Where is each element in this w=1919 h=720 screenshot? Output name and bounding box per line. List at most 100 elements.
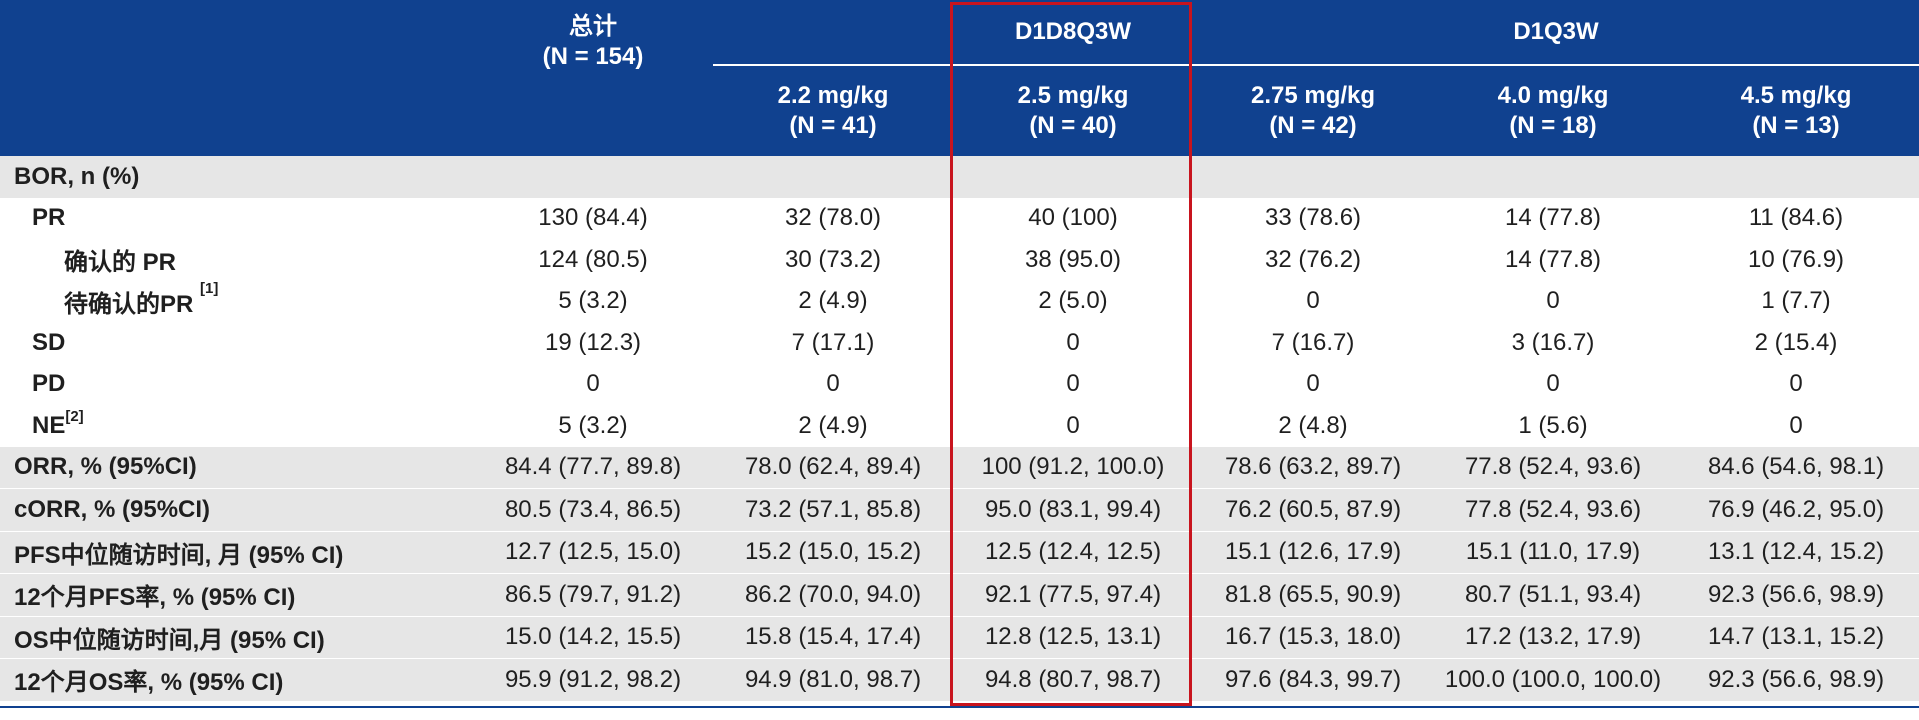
row-label: 12个月OS率, % (95% CI) [0, 658, 473, 701]
cell-dose-5: 11 (84.6) [1748, 204, 1844, 232]
cell-dose-2 [953, 156, 1193, 198]
table-row-bor: BOR, n (%) [0, 156, 1919, 198]
cell-total: 124 (80.5) [538, 245, 648, 273]
cell-dose-3: 81.8 (65.5, 90.9) [1193, 573, 1433, 617]
cell-dose-5: 84.6 (54.6, 98.1) [1673, 446, 1919, 489]
footnote-ref: [2] [65, 407, 84, 425]
cell-total: 130 (84.4) [538, 204, 648, 232]
cell-dose-5: 76.9 (46.2, 95.0) [1673, 488, 1919, 532]
cell-dose-2: 12.5 (12.4, 12.5) [953, 531, 1193, 574]
n-label: (N = 13) [1752, 112, 1840, 139]
cell-dose-5: 92.3 (56.6, 98.9) [1673, 658, 1919, 701]
row-label: OS中位随访时间,月 (95% CI) [0, 616, 473, 659]
cell-total [473, 156, 713, 198]
cell-dose-3: 76.2 (60.5, 87.9) [1193, 488, 1433, 532]
table-row-os-followup: OS中位随访时间,月 (95% CI) 15.0 (14.2, 15.5) 15… [0, 616, 1919, 659]
row-label: cORR, % (95%CI) [0, 488, 473, 532]
row-label: NE [32, 411, 66, 439]
table-row-ne: NE[2] 5 (3.2) 2 (4.9) 0 2 (4.8) 1 (5.6) … [0, 405, 1919, 447]
cell-total: 84.4 (77.7, 89.8) [473, 446, 713, 489]
row-label: PFS中位随访时间, 月 (95% CI) [0, 531, 473, 574]
header-spacer [713, 0, 953, 66]
cell-dose-2: 0 [1066, 411, 1080, 439]
table-header: 总计 (N = 154) D1D8Q3W D1Q3W 2.2 mg/kg (N … [0, 0, 1919, 156]
header-total-n: (N = 154) [542, 43, 644, 70]
cell-dose-4: 17.2 (13.2, 17.9) [1433, 616, 1673, 659]
header-col-dose-1: 2.2 mg/kg (N = 41) [713, 65, 953, 156]
n-label: (N = 18) [1509, 112, 1597, 139]
table-body: BOR, n (%) PR 130 (84.4) 32 (78.0) 40 (1… [0, 156, 1919, 701]
row-label: BOR, n (%) [0, 156, 473, 198]
cell-dose-2: 38 (95.0) [1024, 245, 1122, 273]
cell-dose-2: 0 [1066, 370, 1080, 398]
cell-total: 86.5 (79.7, 91.2) [473, 573, 713, 617]
cell-dose-1: 15.2 (15.0, 15.2) [713, 531, 953, 574]
cell-dose-4: 0 [1546, 370, 1560, 398]
cell-dose-5: 10 (76.9) [1747, 245, 1845, 273]
cell-dose-5: 0 [1789, 411, 1803, 439]
cell-total: 15.0 (14.2, 15.5) [473, 616, 713, 659]
cell-total: 80.5 (73.4, 86.5) [473, 488, 713, 532]
cell-dose-4: 15.1 (11.0, 17.9) [1433, 531, 1673, 574]
cell-dose-4: 14 (77.8) [1504, 204, 1602, 232]
efficacy-table: 总计 (N = 154) D1D8Q3W D1Q3W 2.2 mg/kg (N … [0, 0, 1919, 701]
cell-dose-1: 94.9 (81.0, 98.7) [713, 658, 953, 701]
cell-dose-3: 32 (76.2) [1264, 245, 1362, 273]
header-total-label: 总计 [569, 13, 617, 40]
cell-dose-3: 33 (78.6) [1264, 204, 1362, 232]
cell-dose-1: 73.2 (57.1, 85.8) [713, 488, 953, 532]
cell-dose-2: 95.0 (83.1, 99.4) [953, 488, 1193, 532]
header-corner [0, 0, 473, 156]
header-col-dose-3: 2.75 mg/kg (N = 42) [1193, 65, 1433, 156]
cell-dose-2: 40 (100) [1028, 204, 1118, 232]
cell-dose-4: 100.0 (100.0, 100.0) [1433, 658, 1673, 701]
dose-label: 2.5 mg/kg [1017, 82, 1129, 109]
cell-dose-5: 2 (15.4) [1754, 328, 1838, 356]
cell-dose-4: 77.8 (52.4, 93.6) [1433, 488, 1673, 532]
table-row-pr: PR 130 (84.4) 32 (78.0) 40 (100) 33 (78.… [0, 198, 1919, 240]
table-row-pfs-12m: 12个月PFS率, % (95% CI) 86.5 (79.7, 91.2) 8… [0, 573, 1919, 617]
table-bottom-rule [0, 706, 1919, 708]
cell-dose-3: 15.1 (12.6, 17.9) [1193, 531, 1433, 574]
cell-dose-4 [1433, 156, 1673, 198]
cell-dose-3: 0 [1306, 370, 1320, 398]
cell-dose-2: 92.1 (77.5, 97.4) [953, 573, 1193, 617]
footnote-ref: [1] [200, 279, 219, 297]
dose-label: 4.5 mg/kg [1740, 82, 1852, 109]
row-label: 12个月PFS率, % (95% CI) [0, 573, 473, 617]
cell-dose-1: 78.0 (62.4, 89.4) [713, 446, 953, 489]
dose-label: 4.0 mg/kg [1497, 82, 1609, 109]
cell-dose-1 [713, 156, 953, 198]
cell-dose-3: 2 (4.8) [1278, 411, 1348, 439]
cell-dose-4: 1 (5.6) [1518, 411, 1588, 439]
cell-dose-5: 13.1 (12.4, 15.2) [1673, 531, 1919, 574]
cell-dose-5: 92.3 (56.6, 98.9) [1673, 573, 1919, 617]
cell-dose-1: 15.8 (15.4, 17.4) [713, 616, 953, 659]
header-group-d1d8q3w: D1D8Q3W [953, 0, 1193, 66]
table-row-corr: cORR, % (95%CI) 80.5 (73.4, 86.5) 73.2 (… [0, 488, 1919, 532]
cell-dose-4: 0 [1546, 287, 1560, 315]
table-row-sd: SD 19 (12.3) 7 (17.1) 0 7 (16.7) 3 (16.7… [0, 322, 1919, 364]
table-row-os-12m: 12个月OS率, % (95% CI) 95.9 (91.2, 98.2) 94… [0, 658, 1919, 701]
n-label: (N = 41) [789, 112, 877, 139]
header-col-dose-2: 2.5 mg/kg (N = 40) [953, 65, 1193, 156]
header-col-dose-5: 4.5 mg/kg (N = 13) [1673, 65, 1919, 156]
table-row-pending-pr: 待确认的PR [1] 5 (3.2) 2 (4.9) 2 (5.0) 0 0 1… [0, 279, 1919, 323]
cell-dose-5: 14.7 (13.1, 15.2) [1673, 616, 1919, 659]
n-label: (N = 42) [1269, 112, 1357, 139]
cell-dose-1: 32 (78.0) [784, 204, 882, 232]
cell-dose-4: 3 (16.7) [1511, 328, 1595, 356]
cell-total: 12.7 (12.5, 15.0) [473, 531, 713, 574]
row-label: ORR, % (95%CI) [0, 446, 473, 489]
cell-dose-1: 7 (17.1) [791, 328, 875, 356]
cell-dose-2: 0 [1066, 328, 1080, 356]
row-label-cell: NE[2] [0, 405, 473, 447]
cell-dose-2: 94.8 (80.7, 98.7) [953, 658, 1193, 701]
header-total: 总计 (N = 154) [473, 0, 713, 156]
dose-label: 2.75 mg/kg [1250, 82, 1376, 109]
cell-dose-1: 30 (73.2) [784, 245, 882, 273]
table-row-pfs-followup: PFS中位随访时间, 月 (95% CI) 12.7 (12.5, 15.0) … [0, 531, 1919, 574]
cell-total: 5 (3.2) [558, 287, 628, 315]
cell-total: 5 (3.2) [558, 411, 628, 439]
